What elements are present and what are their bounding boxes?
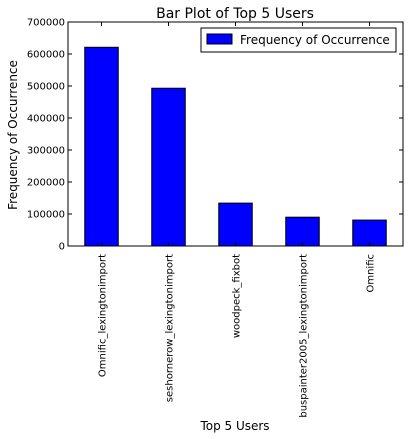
legend-swatch [206,33,233,45]
bar-3 [285,216,320,247]
y-tick-label-4: 400000 [27,114,65,125]
x-tick-label-2: woodpeck_fixbot [232,254,243,338]
bar-1 [151,87,186,247]
y-tick-label-3: 300000 [27,146,65,157]
legend: Frequency of Occurrence [200,27,397,53]
y-tick-label-1: 100000 [27,210,65,221]
legend-box [200,27,397,53]
bar-2 [218,202,253,247]
y-axis-label: Frequency of Occurrence [6,60,20,210]
bars-group [84,46,387,247]
y-tick-label-6: 600000 [27,50,65,61]
y-ticks-group: 0 100000 200000 300000 400000 500000 600000 700… [27,18,403,253]
x-ticks-group: Omnific_lexingtonimport seshornerow_lexin… [98,22,377,418]
plot-frame [67,21,404,247]
bar-0 [84,46,119,247]
chart-title: Bar Plot of Top 5 Users [156,6,314,22]
x-axis-label: Top 5 Users [199,419,269,433]
x-tick-label-3: buspainter2005_lexingtonimport [299,254,310,418]
y-tick-label-0: 0 [59,242,65,253]
y-tick-label-5: 500000 [27,82,65,93]
x-tick-label-4: Omnific [366,254,377,293]
x-tick-label-1: seshornerow_lexingtonimport [165,254,176,402]
x-tick-label-0: Omnific_lexingtonimport [98,254,109,377]
legend-label: Frequency of Occurrence [240,33,390,47]
bar-4 [352,219,387,247]
y-tick-label-2: 200000 [27,178,65,189]
y-tick-label-7: 700000 [27,18,65,29]
